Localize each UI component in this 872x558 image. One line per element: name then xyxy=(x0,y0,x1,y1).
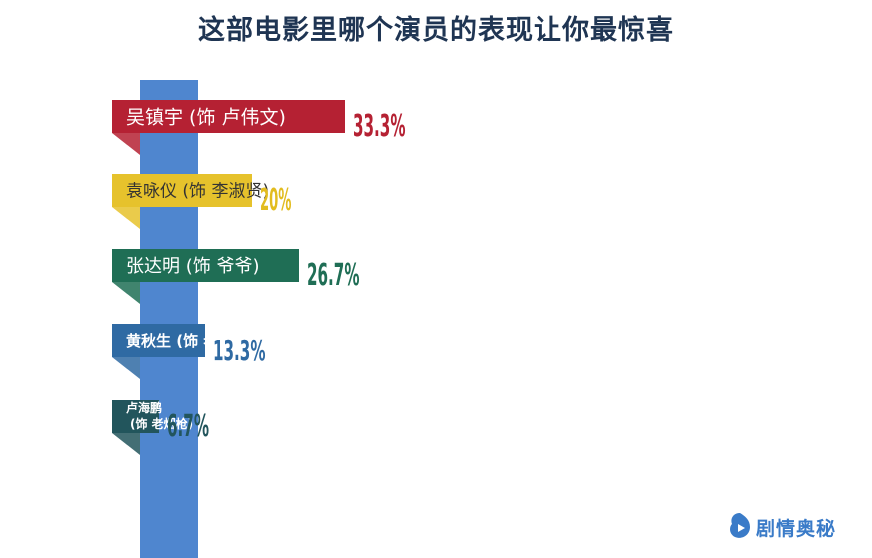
bar-1: 吴镇宇 (饰 卢伟文) 33.3% xyxy=(112,100,406,155)
watermark-logo: 剧情奥秘 xyxy=(728,512,836,542)
bar-rect xyxy=(112,100,345,133)
value-label: 33.3% xyxy=(353,109,406,144)
category-label: 卢海鹏 xyxy=(126,400,162,415)
bar-3: 张达明 (饰 爷爷) 26.7% xyxy=(112,249,360,304)
bar-fold xyxy=(112,133,140,155)
bar-fold xyxy=(112,357,140,379)
category-label: (饰 老烟枪) xyxy=(130,416,193,431)
watermark-text: 剧情奥秘 xyxy=(756,517,837,540)
bar-fold xyxy=(112,282,140,304)
play-swirl-logo-icon xyxy=(728,511,752,543)
bar-rect xyxy=(112,324,205,357)
value-label: 6.7% xyxy=(167,409,209,444)
bar-rect xyxy=(112,400,159,433)
category-label: 黄秋生 (饰 老徐) xyxy=(126,332,240,350)
bar-fold xyxy=(112,207,140,229)
flag-pole xyxy=(140,80,198,558)
bar-5: 卢海鹏(饰 老烟枪)6.7% xyxy=(112,400,209,455)
bar-rect xyxy=(112,174,252,207)
category-label: 袁咏仪 (饰 李淑贤) xyxy=(126,182,269,202)
bar-fold xyxy=(112,433,140,455)
category-label: 张达明 (饰 爷爷) xyxy=(126,256,260,277)
value-label: 20% xyxy=(260,183,292,218)
category-label: 吴镇宇 (饰 卢伟文) xyxy=(126,106,286,128)
value-label: 26.7% xyxy=(307,258,360,293)
chart-title: 这部电影里哪个演员的表现让你最惊喜 xyxy=(198,15,674,46)
bar-4: 黄秋生 (饰 老徐)13.3% xyxy=(112,324,266,379)
bar-rect xyxy=(112,249,299,282)
value-label: 13.3% xyxy=(213,334,266,367)
bar-2: 袁咏仪 (饰 李淑贤)20% xyxy=(112,174,292,229)
